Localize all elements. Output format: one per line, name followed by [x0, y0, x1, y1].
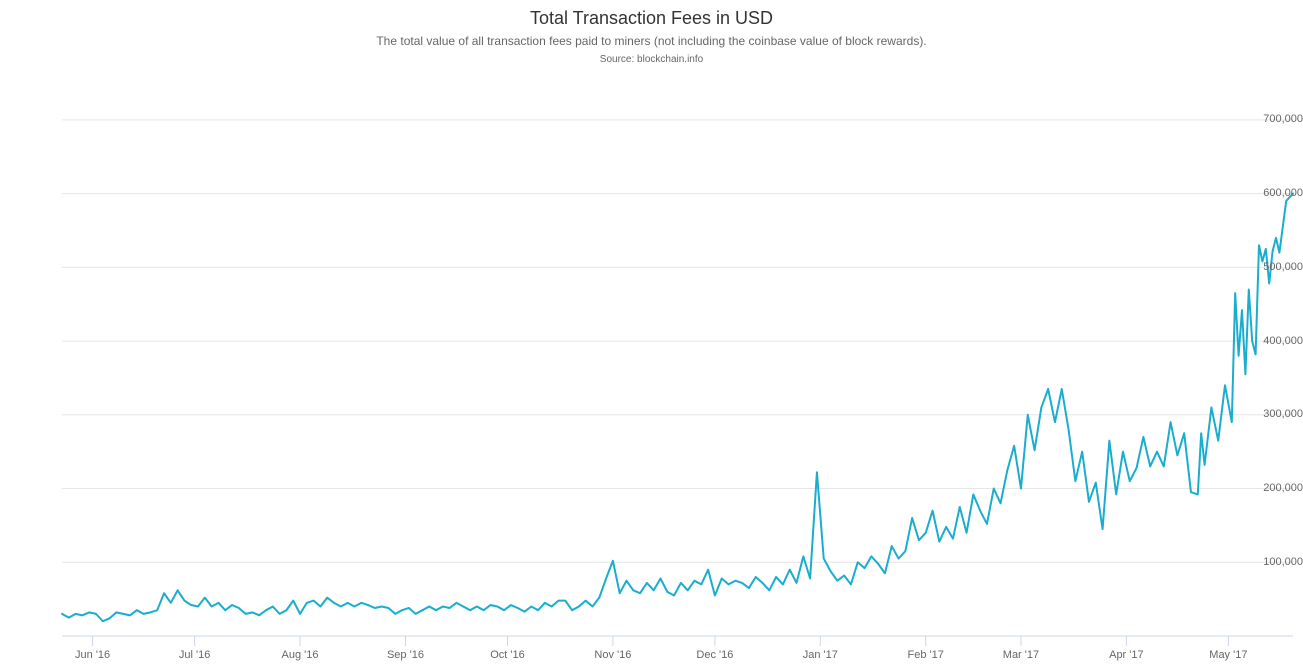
y-tick-label: 300,000: [1249, 408, 1303, 420]
x-tick-label: Feb '17: [908, 649, 944, 661]
y-tick-label: 100,000: [1249, 556, 1303, 568]
chart-container: Total Transaction Fees in USD The total …: [0, 0, 1303, 669]
x-tick-label: Aug '16: [282, 649, 319, 661]
x-tick-label: Apr '17: [1109, 649, 1144, 661]
x-tick-label: Nov '16: [594, 649, 631, 661]
x-tick-label: Dec '16: [696, 649, 733, 661]
x-tick-label: Jan '17: [803, 649, 838, 661]
series-line: [62, 194, 1293, 622]
y-tick-label: 400,000: [1249, 335, 1303, 347]
y-tick-label: 700,000: [1249, 113, 1303, 125]
x-ticks: [93, 636, 1229, 646]
x-tick-label: May '17: [1209, 649, 1247, 661]
x-tick-label: Sep '16: [387, 649, 424, 661]
x-tick-label: Oct '16: [490, 649, 525, 661]
grid-lines: [62, 120, 1293, 562]
x-tick-label: Jun '16: [75, 649, 110, 661]
y-tick-label: 600,000: [1249, 187, 1303, 199]
series-path: [62, 194, 1293, 622]
y-tick-label: 500,000: [1249, 261, 1303, 273]
x-tick-label: Mar '17: [1003, 649, 1039, 661]
y-tick-label: 200,000: [1249, 482, 1303, 494]
x-tick-label: Jul '16: [179, 649, 210, 661]
chart-svg: [0, 0, 1303, 669]
